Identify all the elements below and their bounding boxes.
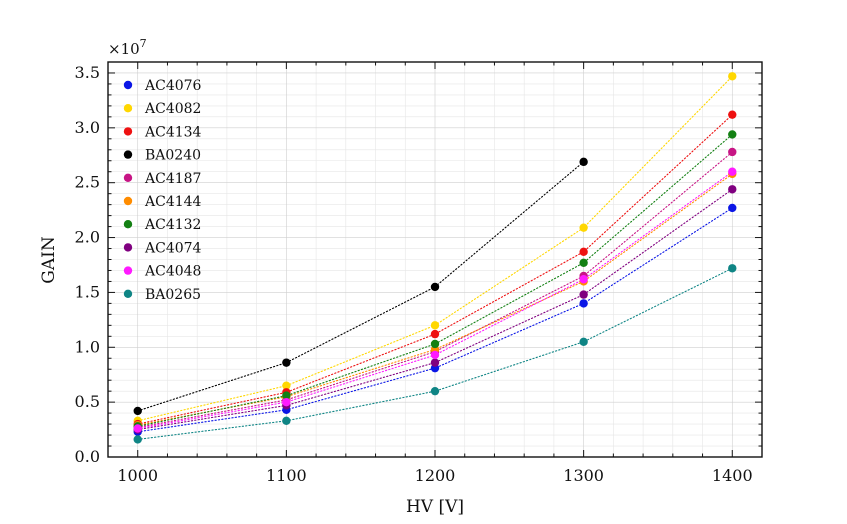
y-tick-label: 2.0 [75,228,100,247]
series-line-AC4134 [137,114,733,425]
legend-label-AC4134: AC4134 [144,124,202,140]
data-point-AC4132 [282,391,291,400]
data-point-BA0240 [133,406,142,416]
x-tick-label: 1400 [712,466,753,485]
legend-marker-AC4074 [123,243,133,252]
data-point-AC4082 [579,223,588,232]
x-tick-label: 1000 [117,466,158,485]
data-point-AC4132 [579,258,588,267]
y-tick-label: 0.0 [75,447,100,466]
data-point-AC4048 [133,424,142,433]
legend-label-AC4076: AC4076 [144,78,202,94]
data-point-AC4076 [579,299,588,308]
legend-marker-AC4082 [123,104,133,113]
data-point-AC4048 [728,167,737,176]
data-point-AC4132 [728,130,737,139]
y-tick-label: 3.5 [75,63,100,82]
y-multiplier-base: ×10 [108,40,140,58]
axis-ticks: 1000 1100 1200 1300 1400 0.0 0.5 1.0 1.5 2.0 2.5 3.… [75,62,763,485]
legend-label-AC4132: AC4132 [144,217,201,233]
x-axis-label: HV [V] [406,497,464,517]
y-multiplier-exponent: 7 [140,37,147,50]
legend-marker-AC4076 [123,80,133,90]
data-point-AC4048 [430,350,440,360]
y-multiplier: ×107 [108,37,147,58]
legend-label-BA0240: BA0240 [145,148,201,164]
data-points [133,72,737,444]
data-point-BA0265 [728,264,737,273]
y-axis-label: GAIN [39,236,59,284]
series-line-AC4076 [137,207,733,433]
data-point-AC4074 [579,290,588,299]
y-tick-label: 1.5 [75,282,100,301]
y-tick-label: 0.5 [75,392,100,411]
legend-marker-AC4048 [123,266,133,275]
legend-marker-BA0240 [123,150,133,159]
grid [107,62,763,458]
legend-label-AC4144: AC4144 [144,194,202,210]
legend-label-AC4074: AC4074 [144,240,202,256]
data-point-BA0240 [430,282,440,292]
legend-marker-AC4144 [123,196,133,206]
data-point-AC4082 [282,381,291,390]
legend-label-AC4048: AC4048 [144,264,201,280]
data-point-AC4082 [430,321,440,330]
legend-label-AC4082: AC4082 [144,101,201,117]
x-tick-label: 1100 [266,466,307,485]
y-tick-label: 2.5 [75,173,100,192]
legend-label-BA0265: BA0265 [145,287,201,303]
data-point-AC4187 [728,147,737,157]
data-point-BA0240 [579,157,588,167]
legend-marker-AC4134 [123,127,133,136]
data-point-AC4074 [430,358,440,367]
series-line-BA0240 [137,161,585,412]
series-line-BA0265 [137,267,733,440]
legend-marker-AC4132 [123,220,133,229]
x-tick-label: 1200 [415,466,456,485]
data-point-AC4082 [728,72,737,81]
legend-marker-BA0265 [123,289,133,298]
data-point-AC4134 [728,110,737,119]
data-point-AC4048 [579,275,588,284]
data-point-AC4132 [430,339,440,349]
data-point-BA0240 [282,358,291,367]
x-tick-label: 1300 [563,466,604,485]
data-point-BA0265 [430,386,440,396]
legend: AC4076 AC4082 AC4134 BA0240 AC4187 AC4144 AC41… [123,78,202,303]
data-point-BA0265 [282,416,291,425]
data-point-AC4076 [728,203,737,213]
legend-label-AC4187: AC4187 [144,171,201,187]
legend-marker-AC4187 [123,173,133,182]
data-point-AC4134 [430,329,440,339]
y-tick-label: 1.0 [75,337,100,356]
data-point-AC4048 [282,397,291,407]
data-point-AC4074 [728,185,737,194]
data-point-BA0265 [133,435,142,444]
data-point-AC4134 [579,247,588,257]
y-tick-label: 3.0 [75,118,100,137]
data-point-BA0265 [579,337,588,346]
